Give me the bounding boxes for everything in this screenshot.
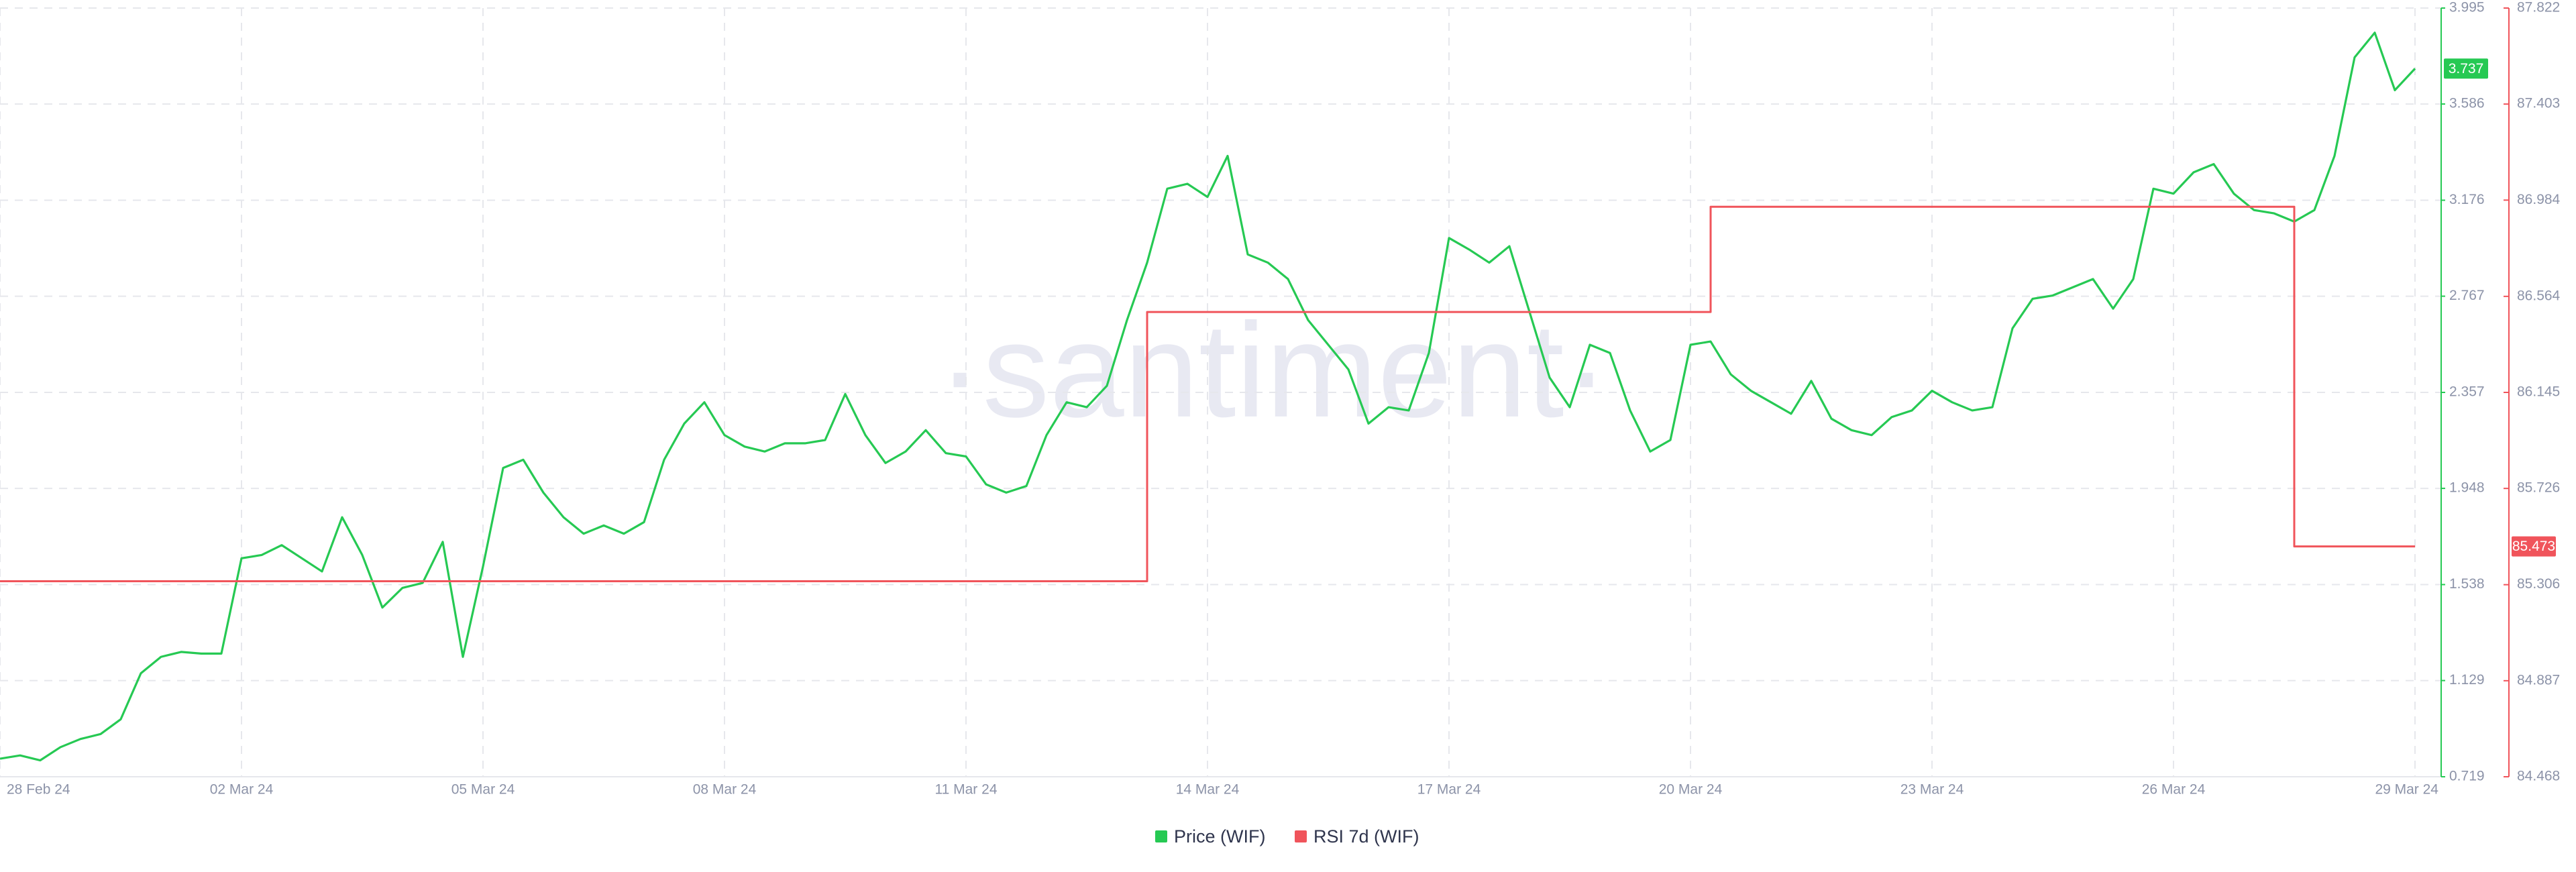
last-value-tag	[2512, 536, 2556, 557]
x-tick-label: 17 Mar 24	[1417, 782, 1481, 798]
y-tick-label: 2.357	[2449, 384, 2485, 400]
x-tick-label: 14 Mar 24	[1176, 782, 1240, 798]
x-tick-label: 08 Mar 24	[693, 782, 757, 798]
y-tick-label: 3.176	[2449, 192, 2485, 207]
legend-label: Price (WIF)	[1174, 826, 1265, 847]
x-tick-label: 29 Mar 24	[2375, 782, 2438, 798]
y2-tick-label: 84.468	[2517, 769, 2560, 784]
x-tick-label: 05 Mar 24	[451, 782, 515, 798]
last-value-label: 3.737	[2449, 61, 2484, 76]
y-tick-label: 2.767	[2449, 288, 2485, 303]
legend-swatch	[1295, 830, 1307, 842]
x-tick-label: 20 Mar 24	[1659, 782, 1723, 798]
y-tick-label: 1.948	[2449, 480, 2485, 496]
y-tick-label: 0.719	[2449, 769, 2485, 784]
y2-tick-label: 86.984	[2517, 192, 2561, 207]
y-tick-label: 3.995	[2449, 0, 2485, 15]
y-tick-label: 1.538	[2449, 576, 2485, 592]
last-value-label: 85.473	[2512, 539, 2555, 554]
x-tick-label: 28 Feb 24	[7, 782, 70, 798]
y2-tick-label: 85.306	[2517, 576, 2560, 592]
y2-tick-label: 87.403	[2517, 96, 2560, 111]
last-value-tag	[2444, 58, 2488, 79]
y2-tick-label: 86.145	[2517, 384, 2560, 400]
y2-tick-label: 87.822	[2517, 0, 2560, 15]
legend-label: RSI 7d (WIF)	[1313, 826, 1419, 847]
y-tick-label: 1.129	[2449, 672, 2485, 688]
series-line	[0, 205, 2415, 583]
series-line	[0, 32, 2416, 762]
legend-swatch	[1155, 830, 1167, 842]
x-tick-label: 23 Mar 24	[1900, 782, 1964, 798]
x-tick-label: 26 Mar 24	[2142, 782, 2206, 798]
y-tick-label: 3.586	[2449, 96, 2485, 111]
watermark: ·santiment·	[938, 296, 1609, 445]
y2-tick-label: 86.564	[2517, 288, 2561, 303]
x-tick-label: 11 Mar 24	[935, 782, 998, 798]
x-tick-label: 02 Mar 24	[210, 782, 274, 798]
y2-tick-label: 84.887	[2517, 672, 2560, 688]
y2-tick-label: 85.726	[2517, 480, 2560, 496]
